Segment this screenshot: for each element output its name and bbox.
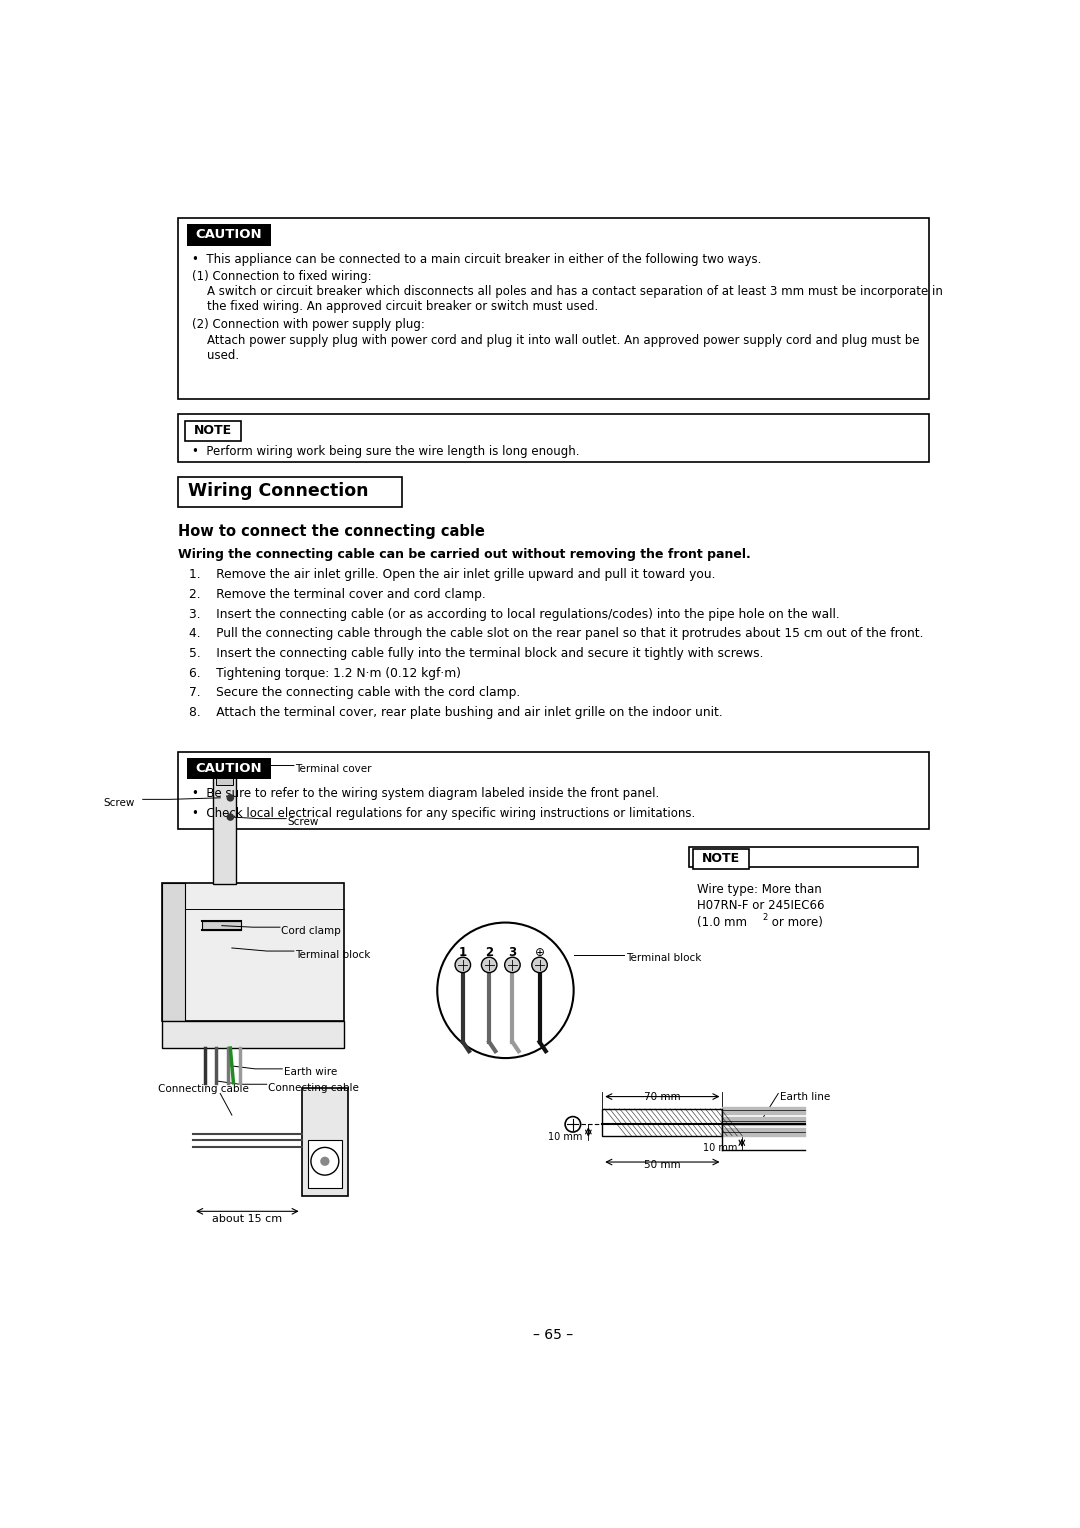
Text: 2.    Remove the terminal cover and cord clamp.: 2. Remove the terminal cover and cord cl…: [189, 588, 486, 601]
Circle shape: [227, 795, 233, 801]
Text: Cord clamp: Cord clamp: [282, 926, 341, 935]
Text: CAUTION: CAUTION: [195, 229, 262, 241]
Circle shape: [311, 1148, 339, 1175]
Text: Terminal block: Terminal block: [625, 953, 701, 963]
Text: or more): or more): [768, 917, 823, 929]
Text: CAUTION: CAUTION: [195, 762, 262, 775]
Text: 10 mm: 10 mm: [703, 1143, 738, 1152]
Bar: [213, 759, 235, 885]
Text: Connecting cable: Connecting cable: [268, 1083, 360, 1093]
Text: •  This appliance can be connected to a main circuit breaker in either of the fo: • This appliance can be connected to a m…: [191, 254, 761, 266]
Bar: [177, 477, 403, 507]
Text: 2: 2: [485, 946, 494, 958]
Bar: [177, 752, 930, 828]
Text: •  Check local electrical regulations for any specific wiring instructions or li: • Check local electrical regulations for…: [191, 807, 694, 821]
Bar: [177, 414, 930, 461]
Text: used.: used.: [191, 348, 239, 362]
Bar: [689, 847, 918, 866]
Text: NOTE: NOTE: [194, 425, 232, 437]
Text: 3: 3: [509, 946, 516, 958]
Text: Wiring the connecting cable can be carried out without removing the front panel.: Wiring the connecting cable can be carri…: [177, 549, 751, 561]
Bar: [187, 225, 271, 246]
Circle shape: [565, 1117, 581, 1132]
Text: – 65 –: – 65 –: [534, 1328, 573, 1342]
Text: ⊕: ⊕: [535, 946, 544, 958]
Text: Terminal cover: Terminal cover: [296, 764, 372, 775]
Text: 7.    Secure the connecting cable with the cord clamp.: 7. Secure the connecting cable with the …: [189, 686, 521, 700]
Text: 1.    Remove the air inlet grille. Open the air inlet grille upward and pull it : 1. Remove the air inlet grille. Open the…: [189, 568, 716, 581]
Text: 50 mm: 50 mm: [644, 1160, 680, 1170]
Circle shape: [504, 957, 521, 973]
Bar: [162, 883, 345, 1021]
Text: 2: 2: [762, 914, 768, 923]
Circle shape: [437, 923, 573, 1057]
Text: H07RN-F or 245IEC66: H07RN-F or 245IEC66: [697, 900, 824, 912]
Text: How to connect the connecting cable: How to connect the connecting cable: [177, 524, 485, 539]
Bar: [162, 1021, 345, 1048]
Text: Earth wire: Earth wire: [284, 1068, 337, 1077]
Text: (2) Connection with power supply plug:: (2) Connection with power supply plug:: [191, 318, 424, 332]
Circle shape: [482, 957, 497, 973]
Circle shape: [321, 1157, 329, 1166]
Text: (1.0 mm: (1.0 mm: [697, 917, 747, 929]
Text: Attach power supply plug with power cord and plug it into wall outlet. An approv: Attach power supply plug with power cord…: [191, 333, 919, 347]
Text: 8.    Attach the terminal cover, rear plate bushing and air inlet grille on the : 8. Attach the terminal cover, rear plate…: [189, 706, 723, 718]
Bar: [301, 1088, 348, 1196]
Text: •  Be sure to refer to the wiring system diagram labeled inside the front panel.: • Be sure to refer to the wiring system …: [191, 787, 659, 801]
Text: Connecting cable: Connecting cable: [159, 1085, 249, 1094]
Bar: [308, 1140, 342, 1189]
Bar: [603, 1109, 723, 1135]
Bar: [202, 921, 241, 931]
Text: Screw: Screw: [104, 798, 135, 808]
Text: 70 mm: 70 mm: [644, 1093, 680, 1102]
Text: Terminal block: Terminal block: [296, 949, 370, 960]
Text: 10 mm: 10 mm: [548, 1132, 582, 1141]
Text: Wire type: More than: Wire type: More than: [697, 883, 822, 895]
Bar: [186, 420, 241, 440]
Text: NOTE: NOTE: [702, 853, 740, 865]
Bar: [177, 219, 930, 399]
Text: Earth line: Earth line: [780, 1093, 831, 1102]
Text: A switch or circuit breaker which disconnects all poles and has a contact separa: A switch or circuit breaker which discon…: [191, 286, 943, 298]
Bar: [216, 773, 233, 785]
Text: about 15 cm: about 15 cm: [213, 1215, 283, 1224]
Bar: [693, 848, 748, 868]
Bar: [187, 758, 271, 779]
Circle shape: [531, 957, 548, 973]
Text: 5.    Insert the connecting cable fully into the terminal block and secure it ti: 5. Insert the connecting cable fully int…: [189, 646, 764, 660]
Text: the fixed wiring. An approved circuit breaker or switch must used.: the fixed wiring. An approved circuit br…: [191, 301, 598, 313]
Text: •  Perform wiring work being sure the wire length is long enough.: • Perform wiring work being sure the wir…: [191, 445, 579, 458]
Circle shape: [455, 957, 471, 973]
Text: Screw: Screw: [287, 817, 319, 827]
Text: (1) Connection to fixed wiring:: (1) Connection to fixed wiring:: [191, 269, 372, 283]
Text: 1: 1: [459, 946, 467, 958]
Circle shape: [227, 814, 233, 821]
Bar: [162, 883, 186, 1021]
Text: 3.    Insert the connecting cable (or as according to local regulations/codes) i: 3. Insert the connecting cable (or as ac…: [189, 608, 840, 620]
Text: Wiring Connection: Wiring Connection: [189, 483, 369, 500]
Text: 6.    Tightening torque: 1.2 N·m (0.12 kgf·m): 6. Tightening torque: 1.2 N·m (0.12 kgf·…: [189, 666, 461, 680]
Text: 4.    Pull the connecting cable through the cable slot on the rear panel so that: 4. Pull the connecting cable through the…: [189, 628, 923, 640]
